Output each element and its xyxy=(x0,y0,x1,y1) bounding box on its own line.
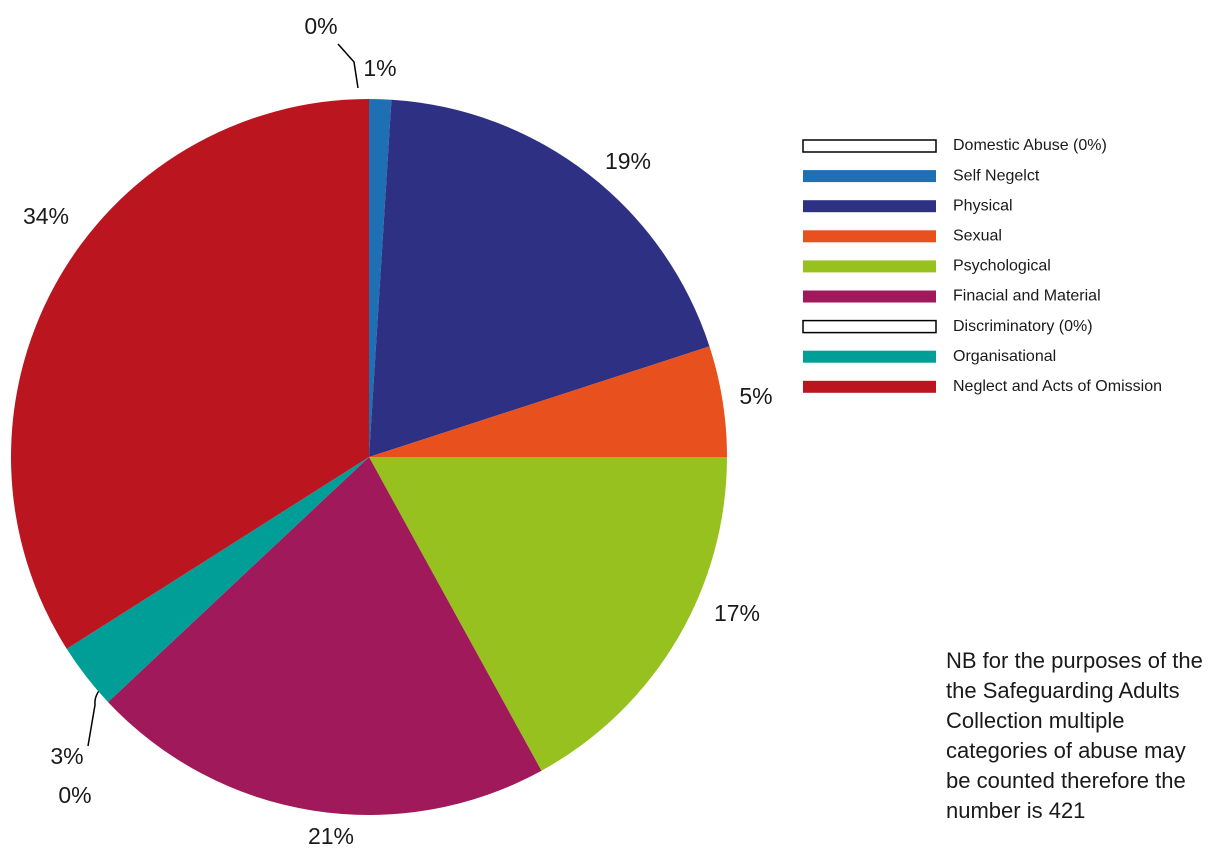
legend-swatch xyxy=(803,230,936,243)
legend-swatch xyxy=(803,380,936,393)
pie-slice xyxy=(369,99,710,458)
leader-line xyxy=(337,43,359,89)
legend-swatch xyxy=(803,290,936,303)
legend-swatch xyxy=(803,260,936,273)
data-label: 1% xyxy=(363,55,396,81)
legend-label: Self Negelct xyxy=(953,167,1040,184)
data-label: 3% xyxy=(50,743,83,769)
data-label: 0% xyxy=(304,13,337,39)
legend-label: Organisational xyxy=(953,348,1056,365)
pie-slice xyxy=(369,99,392,457)
legend-label: Physical xyxy=(953,197,1013,214)
legend-label: Psychological xyxy=(953,258,1051,275)
legend-label: Neglect and Acts of Omission xyxy=(953,378,1162,395)
note-line: NB for the purposes of the xyxy=(946,648,1203,673)
leader-line xyxy=(87,685,104,747)
legend-swatch xyxy=(803,200,936,213)
pie-slice xyxy=(369,457,727,771)
data-label: 5% xyxy=(739,383,772,409)
data-label: 19% xyxy=(605,148,651,174)
legend-label: Domestic Abuse (0%) xyxy=(953,137,1107,154)
data-label: 21% xyxy=(308,823,354,849)
legend-swatch xyxy=(803,170,936,183)
legend-label: Discriminatory (0%) xyxy=(953,318,1093,335)
data-label: 0% xyxy=(58,782,91,808)
legend-swatch xyxy=(802,319,937,334)
note-line: categories of abuse may xyxy=(946,738,1186,763)
note-line: be counted therefore the xyxy=(946,768,1186,793)
legend-label: Finacial and Material xyxy=(953,288,1101,305)
legend-label: Sexual xyxy=(953,228,1002,245)
data-label: 17% xyxy=(714,600,760,626)
note-line: number is 421 xyxy=(946,798,1085,823)
data-label: 34% xyxy=(23,203,69,229)
note-line: the Safeguarding Adults xyxy=(946,678,1180,703)
pie-slice xyxy=(66,457,370,703)
legend-swatch xyxy=(802,139,937,153)
pie-slice xyxy=(108,457,542,815)
pie-slice xyxy=(10,99,369,649)
note-line: Collection multiple xyxy=(946,708,1125,733)
legend-swatch xyxy=(803,350,936,363)
pie-slice xyxy=(369,346,727,457)
